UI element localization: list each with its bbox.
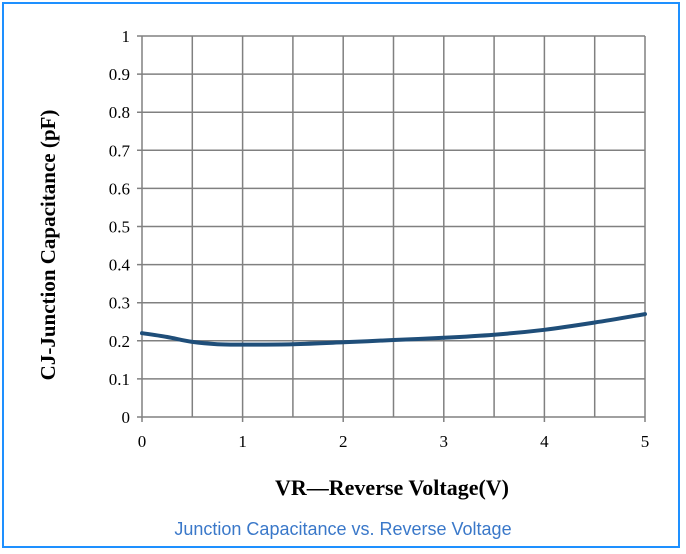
x-tick-label: 4 xyxy=(540,432,549,451)
x-axis-label: VR—Reverse Voltage(V) xyxy=(275,475,509,500)
y-axis-label: CJ-Junction Capacitance (pF) xyxy=(36,110,60,381)
y-tick-label: 0.8 xyxy=(109,103,130,122)
y-tick-labels: 0 0.1 0.2 0.3 0.4 0.5 0.6 0.7 0.8 0.9 1 xyxy=(109,27,131,427)
y-tick-label: 0.9 xyxy=(109,65,130,84)
chart-grid xyxy=(137,35,646,422)
x-tick-label: 2 xyxy=(339,432,348,451)
x-tick-label: 5 xyxy=(641,432,650,451)
y-tick-label: 0.5 xyxy=(109,218,130,237)
y-tick-label: 0.7 xyxy=(109,141,131,160)
chart-caption: Junction Capacitance vs. Reverse Voltage xyxy=(174,519,512,539)
y-tick-label: 0 xyxy=(122,408,131,427)
x-tick-label: 1 xyxy=(238,432,247,451)
y-tick-label: 0.2 xyxy=(109,332,130,351)
series-line xyxy=(140,312,647,347)
x-tick-label: 0 xyxy=(138,432,147,451)
y-tick-label: 1 xyxy=(122,27,131,46)
y-tick-label: 0.1 xyxy=(109,370,130,389)
x-tick-labels: 0 1 2 3 4 5 xyxy=(138,432,650,451)
y-tick-label: 0.6 xyxy=(109,179,130,198)
chart-frame xyxy=(2,2,680,548)
y-tick-label: 0.4 xyxy=(109,256,131,275)
y-tick-label: 0.3 xyxy=(109,294,130,313)
x-tick-label: 3 xyxy=(440,432,449,451)
